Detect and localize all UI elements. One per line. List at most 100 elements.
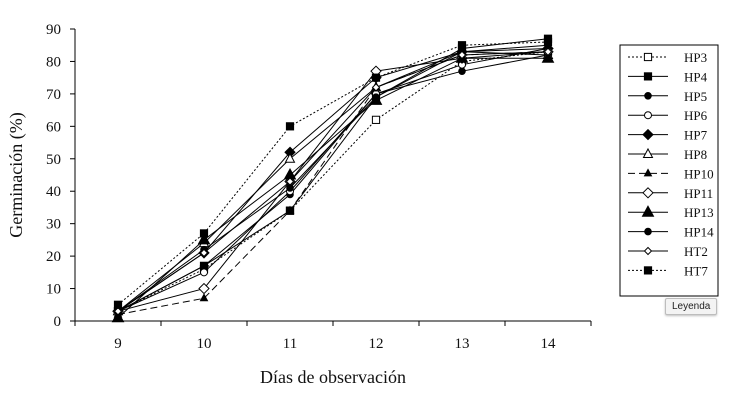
data-point-ht2 bbox=[371, 83, 381, 92]
legend-marker-hp13 bbox=[641, 205, 655, 217]
series-ht7 bbox=[113, 37, 553, 309]
series-line-hp7 bbox=[117, 47, 549, 312]
series-line-hp6 bbox=[117, 47, 549, 312]
data-point-ht2 bbox=[543, 47, 553, 56]
legend-item-hp6: HP6 bbox=[628, 108, 708, 123]
y-axis-title: Germinación (%) bbox=[6, 112, 27, 237]
legend-label-hp3: HP3 bbox=[684, 50, 707, 65]
series-hp13 bbox=[111, 51, 555, 323]
legend-marker-ht7 bbox=[643, 266, 653, 275]
data-point-hp5 bbox=[458, 67, 466, 75]
series-hp4 bbox=[113, 34, 553, 316]
legend-item-hp8: HP8 bbox=[628, 147, 707, 162]
data-point-hp3 bbox=[371, 115, 381, 124]
axes: 0 10 20 30 40 50 60 70 80 90 9 10 11 12 13 14 bbox=[46, 22, 592, 352]
legend-item-hp13: HP13 bbox=[628, 205, 714, 220]
series-layer bbox=[111, 34, 555, 323]
x-tick-label: 10 bbox=[197, 336, 212, 352]
data-point-hp5 bbox=[200, 262, 208, 270]
data-point-ht2 bbox=[199, 248, 209, 258]
data-point-ht2 bbox=[457, 50, 467, 60]
series-line-hp10 bbox=[117, 51, 549, 316]
x-tick-label: 14 bbox=[541, 336, 557, 352]
series-line-hp5 bbox=[117, 54, 549, 312]
legend-item-hp5: HP5 bbox=[628, 89, 707, 104]
series-hp5 bbox=[114, 51, 552, 316]
legend-label-hp4: HP4 bbox=[684, 69, 708, 84]
y-tick-label: 80 bbox=[46, 54, 61, 70]
legend-label-hp13: HP13 bbox=[684, 205, 714, 220]
data-point-hp11 bbox=[198, 282, 210, 295]
series-hp11 bbox=[112, 46, 554, 317]
legend-item-hp7: HP7 bbox=[628, 128, 708, 143]
series-hp8 bbox=[112, 45, 554, 316]
y-tick-label: 10 bbox=[46, 282, 61, 298]
y-tick-label: 70 bbox=[46, 87, 61, 103]
series-hp3 bbox=[113, 47, 553, 316]
legend-tooltip: Leyenda bbox=[665, 298, 718, 315]
series-line-ht7 bbox=[117, 41, 549, 306]
series-line-ht2 bbox=[117, 51, 549, 312]
data-point-hp10 bbox=[199, 293, 209, 302]
legend-item-hp4: HP4 bbox=[628, 69, 708, 84]
y-tick-label: 60 bbox=[46, 119, 61, 135]
data-point-hp8 bbox=[284, 152, 296, 163]
data-point-hp13 bbox=[197, 232, 211, 245]
y-tick-label: 30 bbox=[46, 217, 61, 233]
legend-label-hp8: HP8 bbox=[684, 147, 707, 162]
x-tick-label: 11 bbox=[283, 336, 297, 352]
series-line-hp11 bbox=[117, 51, 549, 312]
series-hp14 bbox=[114, 41, 552, 316]
data-point-ht7 bbox=[543, 37, 553, 47]
series-hp7 bbox=[112, 42, 554, 317]
series-line-hp3 bbox=[117, 51, 549, 312]
legend-label-hp6: HP6 bbox=[684, 108, 708, 123]
data-point-ht7 bbox=[371, 73, 381, 82]
legend-item-ht7: HT7 bbox=[628, 263, 708, 278]
y-tick-label: 90 bbox=[46, 22, 61, 38]
data-point-ht7 bbox=[285, 122, 295, 131]
data-point-ht2 bbox=[285, 177, 295, 186]
legend-label-hp14: HP14 bbox=[684, 225, 714, 240]
series-line-hp8 bbox=[117, 51, 549, 312]
y-tick-label: 20 bbox=[46, 249, 61, 265]
series-line-hp14 bbox=[117, 44, 549, 312]
legend-item-ht2: HT2 bbox=[628, 244, 708, 259]
data-point-hp6 bbox=[200, 268, 208, 277]
series-line-hp4 bbox=[117, 38, 549, 312]
legend-box bbox=[619, 44, 719, 297]
legend-label-hp7: HP7 bbox=[684, 128, 708, 143]
series-hp6 bbox=[114, 44, 552, 316]
legend-marker-hp8 bbox=[642, 147, 654, 158]
data-point-ht7 bbox=[199, 229, 209, 238]
data-point-hp13 bbox=[541, 51, 555, 63]
x-axis-title: Días de observación bbox=[260, 367, 406, 387]
legend-item-hp3: HP3 bbox=[628, 50, 707, 65]
legend-item-hp10: HP10 bbox=[628, 166, 714, 181]
legend-item-hp11: HP11 bbox=[628, 186, 713, 201]
series-line-hp13 bbox=[117, 57, 548, 319]
y-tick-label: 0 bbox=[54, 314, 62, 330]
data-point-ht7 bbox=[457, 41, 467, 50]
legend-label-ht7: HT7 bbox=[684, 263, 708, 278]
data-point-ht2 bbox=[113, 307, 123, 316]
y-tick-label: 50 bbox=[46, 152, 61, 168]
y-tick-label: 40 bbox=[46, 184, 61, 200]
legend-marker-hp10 bbox=[643, 168, 653, 177]
series-hp10 bbox=[113, 46, 553, 318]
legend-marker-hp14 bbox=[644, 227, 652, 236]
x-tick-label: 13 bbox=[455, 336, 470, 352]
x-tick-label: 12 bbox=[369, 336, 384, 352]
x-tick-label: 9 bbox=[114, 336, 122, 352]
data-point-hp13 bbox=[111, 310, 125, 323]
legend-label-hp11: HP11 bbox=[684, 186, 713, 201]
legend-item-hp14: HP14 bbox=[628, 225, 714, 240]
legend-label-ht2: HT2 bbox=[684, 244, 708, 259]
legend-marker-hp5 bbox=[644, 92, 652, 100]
legend: HP3 HP4 HP5 HP6 HP7 HP8 HP10 HP11 HP13 HP14 HT2 HT7 bbox=[619, 44, 719, 297]
legend-marker-hp3 bbox=[643, 52, 653, 62]
legend-label-hp10: HP10 bbox=[684, 166, 714, 181]
legend-marker-hp11 bbox=[642, 187, 654, 199]
data-point-hp14 bbox=[372, 93, 380, 101]
